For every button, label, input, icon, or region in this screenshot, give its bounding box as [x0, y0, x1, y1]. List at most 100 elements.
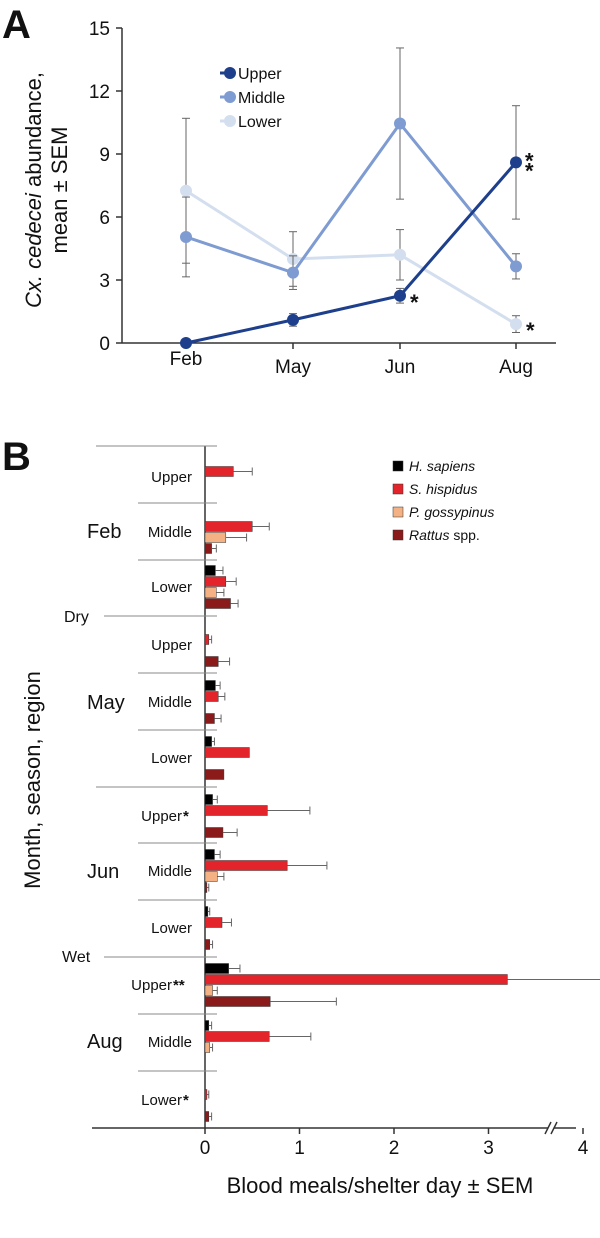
region-significance-marker: *: [183, 808, 189, 825]
bar-rattus: [204, 713, 215, 724]
legend-label-rattus: Rattus spp.: [409, 527, 480, 543]
region-label: Lower: [141, 1092, 182, 1109]
bar-p-gossypinus: [204, 985, 213, 996]
bar-h-sapiens: [204, 849, 215, 860]
region-label: Middle: [148, 694, 192, 711]
data-point-upper: [510, 156, 522, 169]
bar-p-gossypinus: [204, 532, 227, 543]
series-line-lower: [185, 189, 517, 326]
legend-marker: [224, 91, 236, 103]
bar-rattus: [204, 939, 210, 950]
region-label: Upper: [151, 469, 192, 486]
bar-h-sapiens: [204, 963, 229, 974]
bar-s-hispidus: [204, 576, 227, 587]
legend-marker: [224, 115, 236, 127]
season-label-wet: Wet: [62, 949, 91, 966]
legend-swatch-rattus: [392, 529, 404, 541]
x-tick-label: 3: [483, 1138, 494, 1159]
bar-h-sapiens: [204, 736, 212, 747]
region-label: Middle: [148, 524, 192, 541]
significance-marker: *: [410, 290, 419, 315]
bar-s-hispidus: [204, 1031, 270, 1042]
panel-b-x-axis-title: Blood meals/shelter day ± SEM: [227, 1173, 534, 1198]
data-point-upper: [180, 337, 192, 349]
legend-label-p-gossypinus: P. gossypinus: [409, 504, 494, 520]
legend-marker: [224, 67, 236, 79]
region-label: Upper: [131, 977, 172, 994]
bar-s-hispidus: [204, 1089, 208, 1100]
bar-rattus: [204, 598, 231, 609]
bar-s-hispidus: [204, 917, 223, 928]
bar-rattus: [204, 882, 208, 893]
x-tick-label: Aug: [499, 357, 533, 378]
x-tick-label: 1: [294, 1138, 305, 1159]
data-point-upper: [394, 289, 406, 302]
x-tick-label: Jun: [385, 357, 416, 378]
bar-h-sapiens: [204, 680, 216, 691]
legend-label-middle: Middle: [238, 90, 285, 107]
x-tick-label: Feb: [170, 349, 203, 370]
bar-h-sapiens: [204, 565, 216, 576]
bar-h-sapiens: [204, 794, 213, 805]
legend-label-lower: Lower: [238, 114, 282, 131]
month-label-feb: Feb: [87, 521, 121, 543]
y-tick-label: 9: [99, 145, 110, 166]
bar-rattus: [204, 827, 224, 838]
region-significance-marker: **: [173, 977, 185, 994]
data-point-lower: [394, 248, 406, 261]
bar-p-gossypinus: [204, 871, 218, 882]
y-title-italic: Cx. cedecei: [21, 192, 46, 308]
svg-text:Cx. cedecei abundance,: Cx. cedecei abundance,: [21, 72, 46, 308]
legend-label-h-sapiens: H. sapiens: [409, 458, 475, 474]
region-significance-marker: *: [183, 1092, 189, 1109]
bar-rattus: [204, 656, 219, 667]
region-label: Upper: [141, 808, 182, 825]
significance-marker: *: [525, 158, 534, 183]
region-label: Lower: [151, 920, 192, 937]
bar-p-gossypinus: [204, 1042, 210, 1053]
legend-swatch-s-hispidus: [392, 483, 404, 495]
bar-h-sapiens: [204, 906, 209, 917]
data-point-lower: [180, 184, 192, 197]
x-tick-label: 2: [389, 1138, 400, 1159]
data-point-upper: [287, 313, 299, 326]
month-label-jun: Jun: [87, 861, 119, 883]
series-line-upper: [185, 161, 518, 345]
y-tick-label: 15: [89, 19, 110, 40]
data-point-middle: [287, 266, 299, 279]
legend-swatch-p-gossypinus: [392, 506, 404, 518]
significance-marker: *: [525, 148, 534, 173]
data-point-middle: [510, 260, 522, 273]
panel-a-y-axis-title: Cx. cedecei abundance, mean ± SEM: [21, 72, 72, 308]
y-tick-label: 0: [99, 334, 110, 355]
axis-break-mark: [550, 1121, 558, 1135]
axis-break-mark: [544, 1121, 552, 1135]
region-label: Upper: [151, 637, 192, 654]
bar-rattus: [204, 1111, 210, 1122]
series-line-middle: [185, 121, 518, 275]
y-title-line2: mean ± SEM: [47, 126, 72, 253]
data-point-middle: [180, 230, 192, 243]
legend-swatch-h-sapiens: [392, 460, 404, 472]
y-tick-label: 3: [99, 271, 110, 292]
bar-rattus: [204, 543, 212, 554]
bar-s-hispidus: [204, 974, 508, 985]
region-label: Lower: [151, 750, 192, 767]
data-point-lower: [510, 318, 522, 331]
bar-s-hispidus: [204, 805, 268, 816]
panel-a-letter: A: [2, 3, 31, 47]
x-tick-label: 4: [578, 1138, 589, 1159]
bar-h-sapiens: [204, 1020, 210, 1031]
x-tick-label: 0: [200, 1138, 211, 1159]
legend-label-s-hispidus: S. hispidus: [409, 481, 477, 497]
data-point-middle: [394, 117, 406, 130]
bar-s-hispidus: [204, 521, 253, 532]
significance-marker: *: [526, 318, 535, 343]
bar-rattus: [204, 996, 271, 1007]
month-label-may: May: [87, 692, 125, 714]
bar-p-gossypinus: [204, 587, 217, 598]
bar-s-hispidus: [204, 860, 288, 871]
legend-label-upper: Upper: [238, 66, 282, 83]
panel-b-y-axis-title: Month, season, region: [20, 671, 45, 889]
